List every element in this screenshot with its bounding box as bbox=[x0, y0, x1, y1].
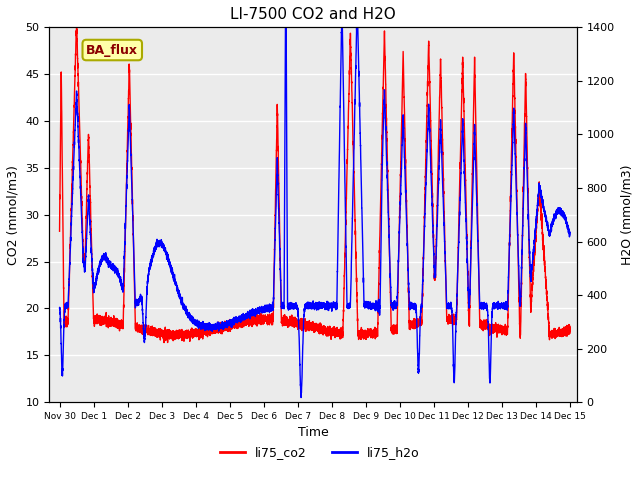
Y-axis label: H2O (mmol/m3): H2O (mmol/m3) bbox=[620, 165, 633, 265]
Title: LI-7500 CO2 and H2O: LI-7500 CO2 and H2O bbox=[230, 7, 396, 22]
Y-axis label: CO2 (mmol/m3): CO2 (mmol/m3) bbox=[7, 165, 20, 264]
Text: BA_flux: BA_flux bbox=[86, 44, 138, 57]
Legend: li75_co2, li75_h2o: li75_co2, li75_h2o bbox=[215, 441, 425, 464]
X-axis label: Time: Time bbox=[298, 426, 328, 440]
